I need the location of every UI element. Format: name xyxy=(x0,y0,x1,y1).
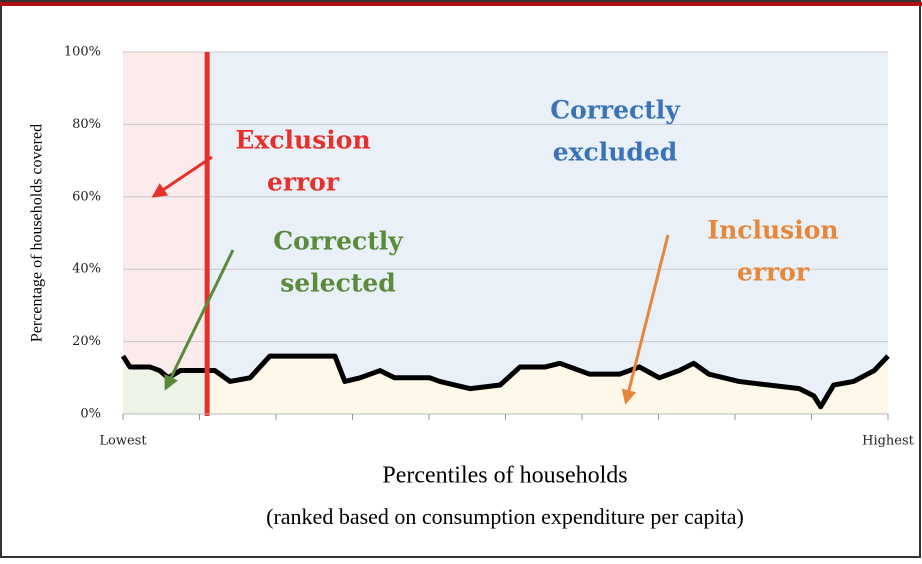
x-axis-label: Percentiles of households xyxy=(382,463,627,489)
y-tick-label: 100% xyxy=(64,45,101,60)
annotation: error xyxy=(267,168,340,197)
y-tick-label: 80% xyxy=(72,117,101,132)
region-above-left xyxy=(123,52,208,414)
annotation: Correctly xyxy=(273,227,404,256)
y-tick-label: 40% xyxy=(72,262,101,277)
x-tick-label: Highest xyxy=(862,434,915,449)
y-tick-label: 20% xyxy=(72,334,101,349)
region-below-right xyxy=(207,356,888,414)
annotation: error xyxy=(737,258,810,287)
x-axis-note: (ranked based on consumption expenditure… xyxy=(266,504,744,529)
annotation: excluded xyxy=(553,138,678,167)
annotation: Inclusion xyxy=(707,216,838,245)
y-tick-label: 0% xyxy=(80,407,101,422)
arrow xyxy=(151,155,213,198)
arrow xyxy=(164,249,235,391)
arrow xyxy=(621,234,670,405)
annotation: Correctly xyxy=(550,96,681,125)
y-tick-label: 60% xyxy=(72,189,101,204)
y-axis-label: Percentage of households covered xyxy=(29,124,46,342)
annotation: Exclusion xyxy=(235,126,370,155)
coverage-line xyxy=(120,353,890,410)
x-tick-label: Lowest xyxy=(99,434,147,449)
annotation: selected xyxy=(280,269,396,298)
